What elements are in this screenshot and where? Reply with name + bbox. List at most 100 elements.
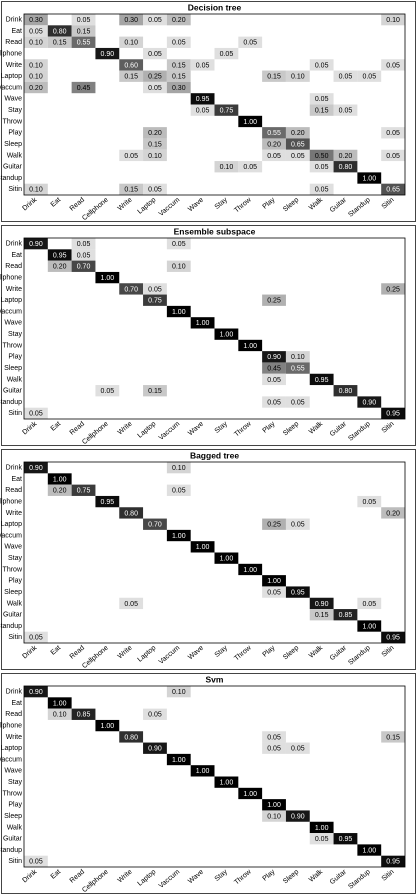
cell-label: 1.00 <box>243 791 257 798</box>
x-tick-label: Walk <box>308 644 325 660</box>
x-tick-label: Cellphone <box>81 869 110 895</box>
heatmap-cell <box>333 385 358 397</box>
chart-title: Decision tree <box>188 2 242 12</box>
cell-label: 0.70 <box>148 522 162 529</box>
cell-label: 0.05 <box>101 388 115 395</box>
heatmap-cell <box>381 407 405 419</box>
cell-label: 0.20 <box>339 153 353 160</box>
x-tick-label: Throw <box>233 420 253 438</box>
heatmap-cell <box>24 631 48 643</box>
cell-label: 0.15 <box>172 74 186 81</box>
heatmap-cell <box>357 396 382 408</box>
x-tick-label: Eat <box>50 645 63 657</box>
cell-label: 0.80 <box>339 164 353 171</box>
cell-label: 0.05 <box>148 187 162 194</box>
cell-label: 0.95 <box>196 96 210 103</box>
cell-label: 0.90 <box>291 813 305 820</box>
heatmap-cell <box>119 36 144 48</box>
heatmap-cell <box>309 104 334 116</box>
heatmap-cell <box>309 149 334 162</box>
cell-label: 0.90 <box>101 51 115 58</box>
heatmap-cell <box>357 597 382 610</box>
cell-label: 0.05 <box>291 399 305 406</box>
cell-label: 0.20 <box>53 264 67 271</box>
cell-label: 0.25 <box>267 522 281 529</box>
heatmap-cell <box>238 787 263 800</box>
cell-label: 0.95 <box>315 377 329 384</box>
cell-label: 1.00 <box>53 700 67 707</box>
heatmap-cell <box>262 810 286 822</box>
x-tick-label: Standup <box>347 869 372 891</box>
x-tick-label: Play <box>262 868 277 882</box>
cell-label: 0.20 <box>172 17 186 24</box>
heatmap-cell <box>71 260 96 272</box>
x-tick-label: Stay <box>214 420 230 435</box>
cell-label: 0.05 <box>172 40 186 47</box>
y-tick-label: Stay <box>8 331 23 338</box>
y-tick-label: Cellphone <box>0 50 22 57</box>
heatmap-cell <box>143 149 167 162</box>
cell-label: 0.95 <box>386 635 400 642</box>
y-tick-label: Laptop <box>1 73 23 80</box>
heatmap-cell <box>190 59 215 71</box>
panel-frame <box>1 1 416 222</box>
x-tick-label: Drink <box>21 196 38 212</box>
cell-label: 0.15 <box>124 74 138 81</box>
cell-label: 0.80 <box>339 388 353 395</box>
heatmap-cell <box>24 407 48 419</box>
x-tick-label: Stay <box>214 196 230 211</box>
heatmap-cell <box>333 149 358 162</box>
cell-label: 0.60 <box>124 62 138 69</box>
heatmap-cell <box>24 462 48 474</box>
heatmap-cell <box>71 238 96 250</box>
cell-label: 0.05 <box>267 153 281 160</box>
y-tick-label: Standup <box>0 175 22 182</box>
heatmap-cell <box>166 484 191 496</box>
cell-label: 0.15 <box>148 388 162 395</box>
heatmap-cell <box>214 104 239 116</box>
heatmap-cell <box>119 731 144 743</box>
heatmap-cell <box>95 47 120 60</box>
heatmap-cell <box>24 70 48 82</box>
heatmap-cell <box>285 742 310 754</box>
heatmap-cell <box>166 529 191 542</box>
x-tick-label: Vaccum <box>158 420 182 441</box>
heatmap-cell <box>166 238 191 250</box>
heatmap-cell <box>24 686 48 698</box>
cell-label: 1.00 <box>243 119 257 126</box>
x-tick-label: Wave <box>187 869 205 886</box>
cell-label: 0.05 <box>148 286 162 293</box>
cell-label: 0.15 <box>77 28 91 35</box>
heatmap-cell <box>262 518 286 530</box>
y-tick-label: Guitar <box>3 836 23 843</box>
heatmap-cell <box>238 339 263 352</box>
cell-label: 0.05 <box>362 499 376 506</box>
cell-label: 0.15 <box>124 187 138 194</box>
cell-label: 0.05 <box>362 74 376 81</box>
heatmap-cell <box>309 161 334 173</box>
y-tick-label: Play <box>8 802 22 809</box>
heatmap-cell <box>333 70 358 82</box>
heatmap-cell <box>262 586 286 598</box>
x-tick-label: Sleep <box>282 197 300 214</box>
y-tick-label: Vaccum <box>0 84 22 91</box>
heatmap-cell <box>381 731 405 743</box>
heatmap-cell <box>143 127 167 139</box>
cell-label: 0.90 <box>29 689 43 696</box>
heatmap-cell <box>24 14 48 26</box>
cell-label: 0.05 <box>386 153 400 160</box>
y-tick-label: Standup <box>0 623 22 630</box>
y-tick-label: Guitar <box>3 612 23 619</box>
cell-label: 0.05 <box>148 712 162 719</box>
cell-label: 0.10 <box>148 153 162 160</box>
cell-label: 0.10 <box>29 40 43 47</box>
cell-label: 1.00 <box>196 544 210 551</box>
x-tick-label: Vaccum <box>158 196 182 217</box>
cell-label: 0.15 <box>148 141 162 148</box>
y-tick-label: Laptop <box>1 521 23 528</box>
cell-label: 0.15 <box>386 734 400 741</box>
y-tick-label: Vaccum <box>0 532 22 539</box>
heatmap-cell <box>119 14 144 26</box>
x-tick-label: Standup <box>347 645 372 667</box>
cell-label: 1.00 <box>196 320 210 327</box>
